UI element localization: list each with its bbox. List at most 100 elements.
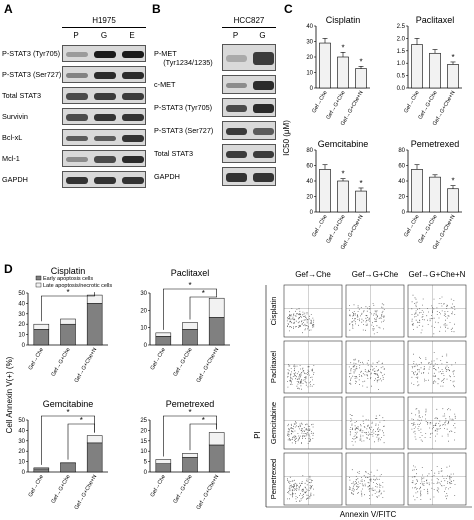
panel-b-band (252, 104, 275, 113)
bar (355, 68, 367, 89)
panel-b-band-label: Total STAT3 (154, 149, 222, 158)
panel-b-blot-strip (222, 121, 276, 140)
flow-column-header: Gef→Che (295, 270, 331, 279)
apoptosis-chart-paclitaxel: Paclitaxel 0 10 20 30 Gef→Che Gef→G+Che Gef→G+C… (140, 268, 230, 384)
x-tick-label: Gef→G+Che (51, 347, 72, 378)
flow-plot-frame (283, 340, 343, 394)
flow-column-header: Gef→G+Che (352, 270, 399, 279)
x-tick-label: Gef→Che (150, 474, 167, 498)
x-tick-label: Gef→Che (311, 90, 328, 114)
panel-c-ylabel: IC50 (μM) (282, 120, 291, 156)
panel-b-band-label: P-STAT3 (Ser727) (154, 126, 222, 135)
bar-early (155, 336, 172, 346)
panel-b-band-label: P-MET (Tyr1234/1235) (154, 49, 222, 67)
panel-a-lane-p: P (73, 31, 79, 40)
panel-a-band-label-line: GAPDH (2, 174, 28, 184)
panel-a-band-label: GAPDH (2, 175, 62, 184)
y-tick-label: 30 (306, 40, 313, 46)
y-tick-label: 20 (18, 449, 25, 455)
panel-b-blot-strip (222, 98, 276, 117)
flow-events (287, 421, 314, 444)
panel-a-band (121, 113, 145, 122)
chart-title: Gemcitabine (318, 139, 369, 149)
panel-a-band (65, 176, 89, 185)
panel-b-band (225, 150, 248, 159)
x-tick-label: Gef→G+Che+N (74, 347, 99, 384)
y-tick-label: 20 (140, 428, 147, 434)
flow-row-label: Gemcitabine (269, 402, 278, 444)
x-tick-label: Gef→G+Che+N (196, 474, 221, 511)
significance-bracket (189, 295, 217, 320)
bar (429, 52, 441, 89)
bar-late (86, 294, 103, 304)
flow-row-label: Paclitaxel (269, 351, 278, 383)
bar-early (182, 457, 198, 473)
panel-b-band-label: c-MET (154, 80, 222, 89)
flow-plot (283, 284, 343, 338)
panel-a-band (93, 93, 117, 100)
panel-a-blot-strip (62, 171, 146, 188)
flow-events (349, 303, 385, 335)
panel-b-band-label-line: P-STAT3 (Tyr705) (154, 102, 213, 112)
significance-bracket (163, 415, 217, 457)
flow-events (348, 469, 385, 499)
y-tick-label: 10 (140, 326, 147, 332)
bar-late (208, 297, 225, 318)
bar-late (155, 459, 172, 464)
bar-early (86, 442, 103, 473)
panel-a-band-label: Bcl-xL (2, 133, 62, 142)
y-tick-label: 0 (310, 210, 314, 216)
y-tick-label: 40 (398, 179, 405, 185)
y-tick-label: 40 (18, 301, 25, 307)
x-tick-label: Gef→Che (311, 214, 328, 238)
panel-a-band-label-line: P-STAT3 (Ser727) (2, 69, 62, 79)
bar-early (208, 317, 225, 346)
panel-b-band (252, 81, 275, 90)
legend-label-early: Early apoptosis cells (43, 276, 93, 282)
chart-title: Paclitaxel (171, 268, 210, 278)
panel-a-cell-line: H1975 (92, 16, 116, 25)
flow-plot (407, 340, 467, 394)
flow-plot-frame (283, 396, 343, 450)
x-tick-label: Gef→Che (28, 474, 45, 498)
flow-plot-frame (407, 452, 467, 506)
y-tick-label: 40 (306, 24, 313, 30)
apoptosis-chart-pemetrexed: Pemetrexed 0 5 10 15 20 25 Gef→Che Gef→G+Che Gef→… (140, 399, 230, 511)
significance-star: * (66, 408, 69, 417)
legend-label-late: Late apoptosis/necrotic cells (43, 283, 112, 289)
chart-title: Cisplatin (326, 15, 361, 25)
y-tick-label: 0.0 (397, 86, 406, 92)
bar (319, 42, 331, 89)
significance-star: * (341, 43, 344, 52)
y-tick-label: 2.0 (397, 36, 406, 42)
panel-a-band (93, 156, 117, 163)
significance-star: * (188, 408, 191, 417)
flow-events (411, 294, 456, 335)
bar-late (60, 318, 76, 325)
panel-a-band (93, 50, 117, 59)
panel-a-band-label: Mcl-1 (2, 154, 62, 163)
flow-plot (283, 340, 343, 394)
bar (337, 180, 349, 213)
flow-row-label: Pemetrexed (269, 459, 278, 499)
bar-early (60, 323, 76, 346)
bar (411, 169, 423, 213)
significance-bracket (41, 292, 95, 322)
panel-a-blot-strip (62, 108, 146, 125)
panel-b-band (225, 104, 248, 113)
flow-events (411, 408, 456, 442)
panel-a-header-rule (62, 27, 146, 28)
panel-a-band-label: Survivin (2, 112, 62, 121)
flow-events (286, 308, 315, 334)
bar (411, 44, 423, 89)
y-tick-label: 10 (18, 333, 25, 339)
y-tick-label: 2.5 (397, 24, 406, 30)
bar (355, 190, 367, 213)
y-tick-label: 1.0 (397, 61, 406, 67)
x-tick-label: Gef→Che (403, 214, 420, 238)
panel-b-band-label-line: Total STAT3 (154, 148, 194, 158)
panel-b-lane-g: G (259, 31, 266, 40)
bar-early (60, 463, 76, 473)
chart-title: Gemcitabine (43, 399, 94, 409)
y-tick-label: 15 (140, 439, 147, 445)
